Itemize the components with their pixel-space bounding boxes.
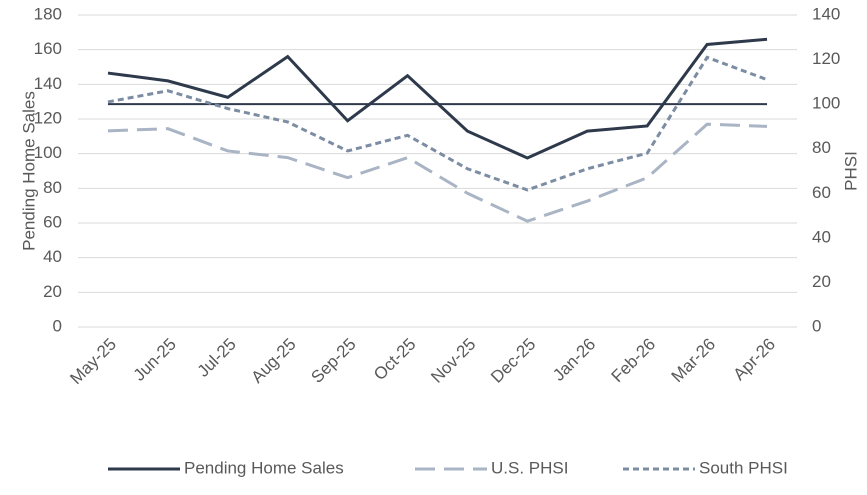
x-tick-label: Jan-26 [549, 335, 599, 385]
series-line [107, 55, 768, 192]
legend-label: U.S. PHSI [491, 458, 568, 477]
y-tick-label: 60 [43, 212, 62, 231]
y2-tick-label: 140 [812, 4, 840, 23]
y-tick-label: 40 [43, 247, 62, 266]
x-tick-label: Feb-26 [608, 335, 660, 387]
x-tick-label: Jul-25 [194, 335, 240, 381]
y-tick-label: 140 [34, 74, 62, 93]
y2-tick-label: 60 [812, 183, 831, 202]
y-tick-label: 100 [34, 143, 62, 162]
y-tick-label: 0 [53, 316, 62, 335]
legend-label: Pending Home Sales [184, 458, 344, 477]
x-tick-label: Mar-26 [668, 335, 720, 387]
y-tick-label: 160 [34, 39, 62, 58]
x-tick-label: Dec-25 [487, 335, 539, 387]
y-axis-title: Pending Home Sales [19, 91, 38, 251]
x-tick-label: Aug-25 [248, 335, 300, 387]
legend-label: South PHSI [699, 458, 788, 477]
y2-axis-title: PHSI [841, 151, 860, 191]
x-tick-label: Apr-26 [730, 335, 780, 385]
x-tick-label: Sep-25 [307, 335, 359, 387]
y2-tick-label: 120 [812, 49, 840, 68]
series-line [107, 37, 768, 160]
x-tick-label: Oct-25 [370, 335, 420, 385]
y2-tick-label: 40 [812, 227, 831, 246]
series-line [107, 122, 768, 223]
y2-tick-label: 20 [812, 272, 831, 291]
y2-tick-label: 100 [812, 94, 840, 113]
x-tick-label: Nov-25 [427, 335, 479, 387]
y2-tick-label: 80 [812, 138, 831, 157]
y-tick-label: 80 [43, 178, 62, 197]
x-tick-label: Jun-25 [130, 335, 180, 385]
y-tick-label: 120 [34, 108, 62, 127]
y-tick-label: 20 [43, 282, 62, 301]
x-tick-label: May-25 [66, 335, 120, 389]
y-tick-label: 180 [34, 4, 62, 23]
y2-tick-label: 0 [812, 316, 821, 335]
